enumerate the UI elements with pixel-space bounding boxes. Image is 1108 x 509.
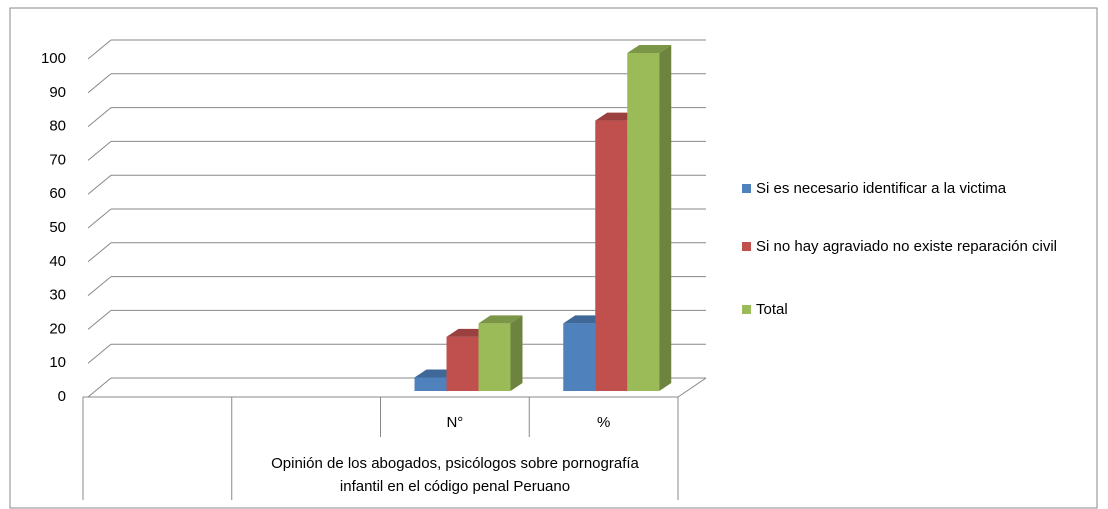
y-tick-label: 70 [49,151,66,168]
legend-item: Si es necesario identificar a la victima [742,178,1092,200]
bar-side [659,45,672,391]
x-tick-label: % [597,414,610,431]
grid-line [87,73,112,94]
bar [595,120,628,391]
legend-item: Si no hay agraviado no existe reparación… [742,236,1092,258]
y-tick-label: 100 [41,50,66,67]
legend-swatch [742,242,751,251]
grid-line [87,107,112,127]
legend-label: Si es necesario identificar a la victima [756,180,1007,197]
grid-line [87,377,112,398]
y-tick-label: 90 [49,84,66,101]
bar [563,323,596,391]
legend-item: Total [742,299,1092,321]
bar-side [510,315,523,391]
legend-swatch [742,305,751,314]
legend-label: Total [756,301,788,318]
grid-line [87,310,112,330]
grid-line [87,208,112,229]
legend-swatch [742,184,751,193]
grid-line [87,39,112,60]
floor-edge [677,377,707,398]
chart-border [9,7,1098,509]
bar-top [478,315,523,324]
bar-top [627,45,672,53]
grid-line [87,276,112,296]
bar [414,377,447,391]
y-tick-label: 0 [58,388,66,405]
y-tick-label: 80 [49,118,66,135]
grid-line [87,174,112,195]
x-tick-label: N° [446,414,463,431]
x-group-label: Opinión de los abogados, psicólogos sobr… [271,455,639,495]
grid-line [87,141,112,161]
y-tick-label: 20 [49,320,66,337]
grid-line [87,343,112,364]
y-tick-label: 50 [49,219,66,236]
grid-line [87,242,112,263]
y-tick-label: 40 [49,253,66,270]
bar [478,323,511,391]
y-tick-label: 10 [49,354,66,371]
y-tick-label: 60 [49,185,66,202]
y-tick-label: 30 [49,287,66,304]
bar [446,336,479,391]
bar [627,53,660,391]
legend-label: Si no hay agraviado no existe reparación… [756,238,1058,255]
